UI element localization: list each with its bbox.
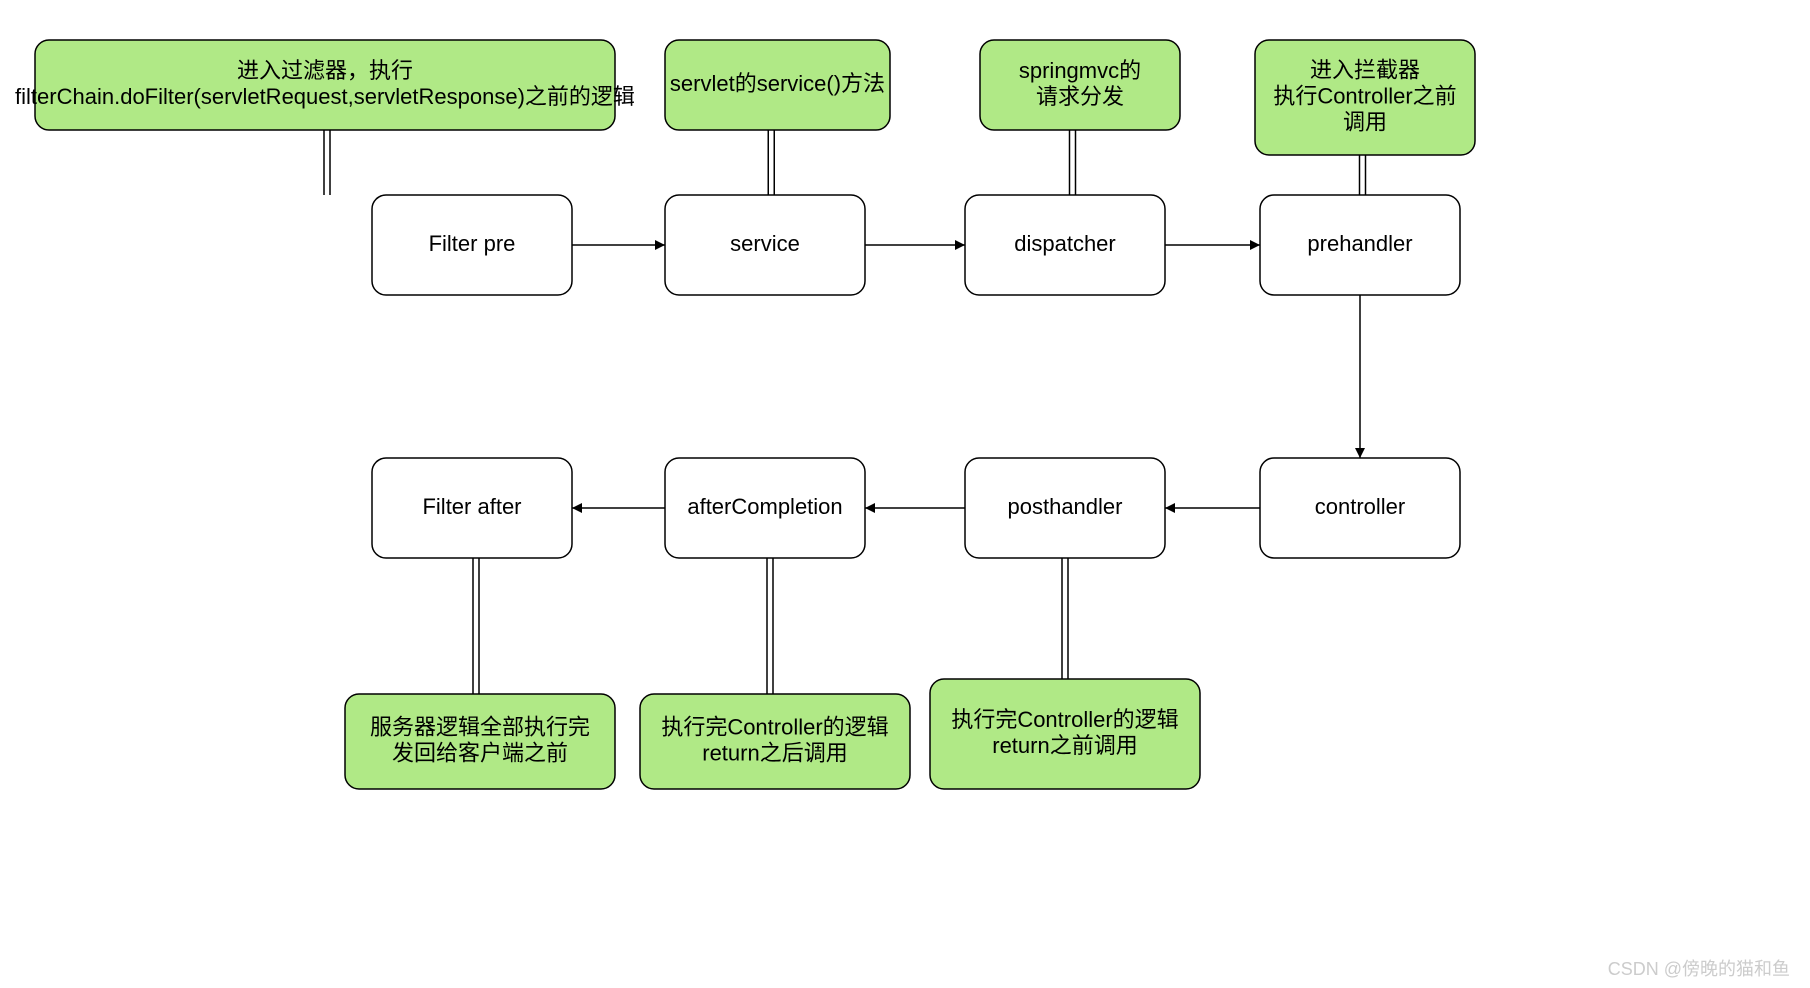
node-label: Filter after [422,494,521,519]
node-g_filter_after: 服务器逻辑全部执行完发回给客户端之前 [345,694,615,789]
node-n_prehandler: prehandler [1260,195,1460,295]
node-g_filter_pre: 进入过滤器，执行filterChain.doFilter(servletRequ… [15,40,635,130]
node-g_dispatcher: springmvc的请求分发 [980,40,1180,130]
node-label: afterCompletion [687,494,842,519]
node-label: service [730,231,800,256]
node-n_aftercompletion: afterCompletion [665,458,865,558]
node-label: controller [1315,494,1405,519]
node-label: filterChain.doFilter(servletRequest,serv… [15,84,635,109]
watermark-text: CSDN @傍晚的猫和鱼 [1608,959,1790,979]
node-n_posthandler: posthandler [965,458,1165,558]
node-g_prehandler: 进入拦截器执行Controller之前调用 [1255,40,1475,155]
node-g_posthandler: 执行完Controller的逻辑return之前调用 [930,679,1200,789]
node-label: 执行完Controller的逻辑 [661,714,888,739]
node-label: 请求分发 [1036,84,1124,109]
flowchart-canvas: Filter pre service dispatcher prehandler con… [0,0,1810,988]
node-label: 服务器逻辑全部执行完 [370,714,590,739]
node-label: dispatcher [1014,231,1116,256]
node-g_aftercompletion: 执行完Controller的逻辑return之后调用 [640,694,910,789]
node-n_controller: controller [1260,458,1460,558]
node-label: 执行Controller之前 [1273,83,1456,108]
node-n_dispatcher: dispatcher [965,195,1165,295]
node-n_filter_pre: Filter pre [372,195,572,295]
node-label: 进入拦截器 [1310,57,1420,82]
node-label: posthandler [1008,494,1123,519]
node-n_filter_after: Filter after [372,458,572,558]
node-label: servlet的service()方法 [670,71,885,96]
node-label: 执行完Controller的逻辑 [951,707,1178,732]
node-label: 发回给客户端之前 [392,740,568,765]
node-g_service: servlet的service()方法 [665,40,890,130]
node-label: Filter pre [429,231,516,256]
node-label: return之前调用 [992,733,1137,758]
node-label: 调用 [1343,109,1387,134]
node-label: springmvc的 [1019,58,1141,83]
node-label: prehandler [1307,231,1412,256]
node-label: return之后调用 [702,740,847,765]
nodes-layer: Filter pre service dispatcher prehandler con… [15,40,1475,789]
node-label: 进入过滤器，执行 [237,58,413,83]
node-n_service: service [665,195,865,295]
